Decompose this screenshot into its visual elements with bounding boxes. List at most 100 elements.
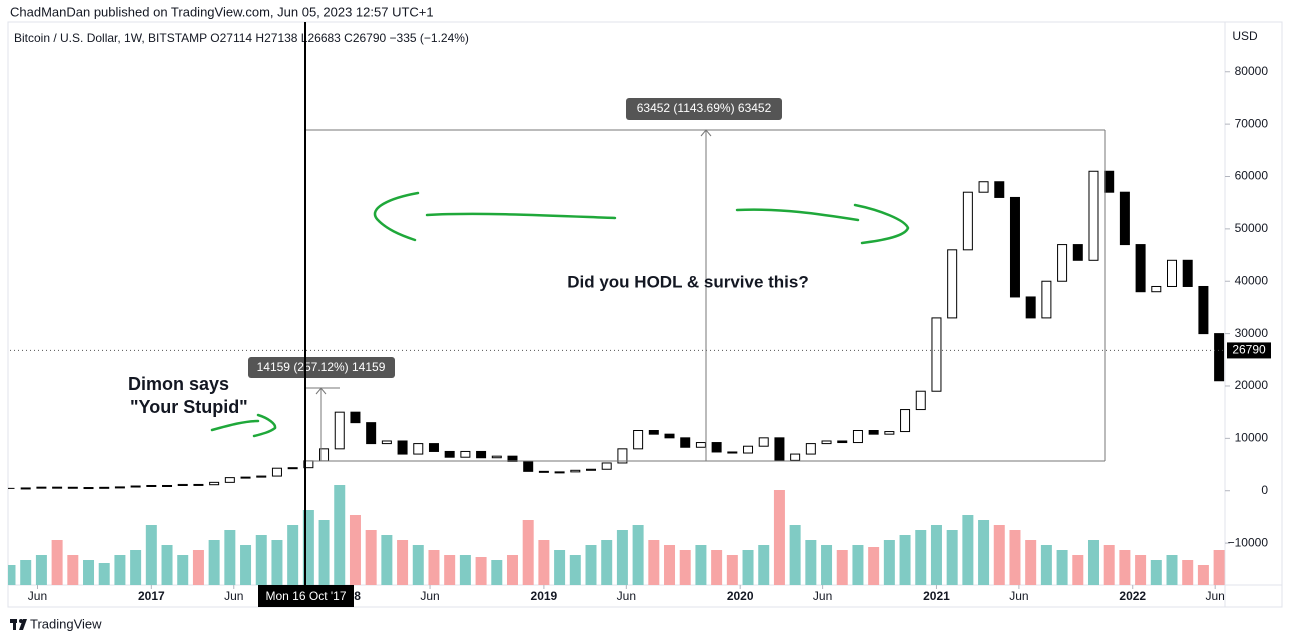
- volume-bar: [711, 550, 723, 585]
- volume-bar: [522, 520, 534, 585]
- volume-bar: [255, 535, 267, 585]
- candle-body: [162, 484, 173, 487]
- x-tick-label: 2019: [531, 589, 558, 603]
- volume-bar: [679, 550, 691, 585]
- volume-bar: [601, 540, 613, 585]
- candle-body: [790, 453, 801, 461]
- candle-body: [805, 443, 816, 455]
- volume-bar: [459, 555, 471, 585]
- volume-bar: [742, 550, 754, 585]
- y-tick-label: 30000: [1235, 326, 1269, 340]
- y-tick-label: 0: [1261, 483, 1268, 497]
- x-tick-label: 2017: [138, 589, 165, 603]
- publisher: ChadManDan published on TradingView.com,…: [10, 4, 434, 19]
- volume-bar: [899, 535, 911, 585]
- volume-bar: [1213, 550, 1225, 585]
- volume-bar: [224, 530, 236, 585]
- candle-body: [1167, 259, 1178, 287]
- last-price-box: [1227, 342, 1271, 359]
- volume-bar: [1056, 550, 1068, 585]
- annotation: Dimon says: [128, 374, 229, 394]
- x-tick-label: Jun: [617, 589, 636, 603]
- candle-body: [83, 487, 94, 490]
- candle-body: [444, 450, 455, 458]
- candle-body: [20, 487, 31, 490]
- volume-bar: [1150, 560, 1162, 585]
- candle-body: [821, 440, 832, 445]
- candle-body: [177, 483, 188, 486]
- volume-bar: [1197, 565, 1209, 585]
- volume-bar: [868, 547, 880, 585]
- volume-bar: [1009, 530, 1021, 585]
- candle-body: [146, 484, 157, 487]
- volume-bar: [397, 540, 409, 585]
- footer: TradingView: [30, 616, 102, 631]
- measure-small: 14159 (257.12%) 14159: [248, 357, 395, 461]
- volume-bar: [773, 490, 785, 585]
- candle-body: [664, 433, 675, 439]
- y-tick-label: 70000: [1235, 116, 1269, 130]
- volume-bar: [538, 540, 550, 585]
- measure-large: 63452 (1143.69%) 63452: [305, 98, 1106, 462]
- candle-body: [758, 437, 769, 447]
- candle-body: [240, 476, 251, 479]
- volume-bar: [83, 560, 95, 585]
- volume-bar: [365, 530, 377, 585]
- candle-body: [1214, 333, 1225, 382]
- candle-body: [428, 443, 439, 452]
- candle-body: [554, 471, 565, 474]
- volume-bar: [805, 540, 817, 585]
- volume-bar: [632, 525, 644, 585]
- volume-bar: [554, 550, 566, 585]
- candle-body: [130, 485, 141, 488]
- x-tick-label: Jun: [813, 589, 832, 603]
- volume-bar: [664, 545, 676, 585]
- volume-bar: [67, 555, 79, 585]
- crosshair-label-box: [258, 585, 354, 607]
- volume-bar: [915, 530, 927, 585]
- candle-body: [884, 431, 895, 435]
- x-tick-label: Jun: [1009, 589, 1028, 603]
- annotation: "Your Stupid": [130, 397, 248, 417]
- volume-bar: [585, 545, 597, 585]
- candle-body: [366, 422, 377, 445]
- y-tick-label: 20000: [1235, 378, 1269, 392]
- candle-body: [1041, 280, 1052, 319]
- candle-body: [947, 249, 958, 319]
- volume-bar: [1087, 540, 1099, 585]
- x-tick-label: Jun: [420, 589, 439, 603]
- candle-body: [1104, 170, 1115, 193]
- chart-title: Bitcoin / U.S. Dollar, 1W, BITSTAMP O271…: [14, 31, 469, 45]
- volume-bar: [271, 540, 283, 585]
- x-tick-label: 2021: [923, 589, 950, 603]
- candle-body: [774, 437, 785, 461]
- y-axis-label: USD: [1232, 29, 1258, 43]
- volume-bar: [412, 545, 424, 585]
- candle-body: [711, 442, 722, 453]
- frame: [7, 21, 1283, 608]
- volume-bar: [569, 555, 581, 585]
- volume-bar: [287, 525, 299, 585]
- volume-bar: [302, 510, 314, 585]
- candle-body: [538, 470, 549, 473]
- candle-body: [287, 467, 298, 470]
- volume-bar: [978, 520, 990, 585]
- candle-body: [224, 477, 235, 483]
- candle-body: [601, 462, 612, 470]
- y-tick-label: 50000: [1235, 221, 1269, 235]
- footer-logo: [10, 619, 27, 630]
- annotation: Did you HODL & survive this?: [567, 272, 809, 291]
- volume-bar: [428, 550, 440, 585]
- candle-body: [586, 468, 597, 471]
- volume-bar: [836, 550, 848, 585]
- y-tick-label: 10000: [1235, 431, 1269, 445]
- last-price-label: 26790: [1232, 343, 1266, 357]
- candle-body: [1088, 170, 1099, 261]
- candle-body: [523, 460, 534, 472]
- y-tick-label: −10000: [1228, 535, 1269, 549]
- volume-bar: [20, 560, 32, 585]
- y-tick-label: 80000: [1235, 64, 1269, 78]
- volume-bar: [962, 515, 974, 585]
- volume-bar: [161, 545, 173, 585]
- hand-arrows: [210, 191, 910, 438]
